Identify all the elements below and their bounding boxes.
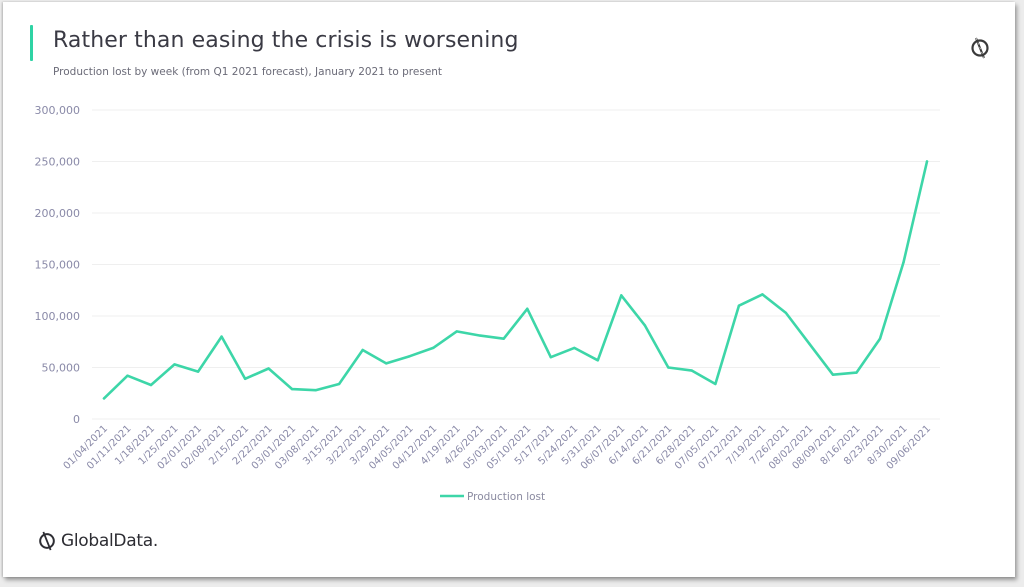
data-point[interactable] xyxy=(714,382,717,386)
data-point[interactable] xyxy=(314,388,317,392)
data-point[interactable] xyxy=(855,371,858,374)
chart-title: Rather than easing the crisis is worseni… xyxy=(53,28,519,53)
y-tick-label: 50,000 xyxy=(42,362,81,375)
brand: GlobalData. xyxy=(37,529,158,553)
data-point[interactable] xyxy=(831,373,835,376)
globaldata-corner-logo-icon xyxy=(971,37,989,59)
y-tick-label: 200,000 xyxy=(35,207,81,220)
data-point[interactable] xyxy=(761,293,764,296)
data-point[interactable] xyxy=(432,346,435,350)
data-point[interactable] xyxy=(573,346,576,350)
gridlines xyxy=(92,109,940,420)
data-point[interactable] xyxy=(526,307,529,310)
y-tick-label: 0 xyxy=(73,413,80,426)
data-point[interactable] xyxy=(267,367,270,370)
data-point[interactable] xyxy=(173,363,176,366)
y-tick-label: 250,000 xyxy=(35,156,81,169)
chart-card: Rather than easing the crisis is worseni… xyxy=(3,2,1015,577)
data-point[interactable] xyxy=(361,348,364,352)
data-point[interactable] xyxy=(643,324,647,327)
data-point[interactable] xyxy=(337,382,341,386)
series-line xyxy=(102,160,929,400)
series-production-lost xyxy=(102,160,929,400)
data-point[interactable] xyxy=(126,374,129,377)
data-point[interactable] xyxy=(784,311,788,315)
data-point[interactable] xyxy=(220,335,223,338)
data-point[interactable] xyxy=(667,366,670,369)
data-point[interactable] xyxy=(243,377,247,381)
data-point[interactable] xyxy=(149,383,153,387)
data-point[interactable] xyxy=(102,397,106,400)
data-point[interactable] xyxy=(925,160,929,163)
legend-label[interactable]: Production lost xyxy=(467,491,545,503)
x-axis-ticks: 01/04/202101/11/20211/18/20211/25/202102… xyxy=(62,423,934,472)
data-point[interactable] xyxy=(902,261,905,264)
brand-name: GlobalData. xyxy=(61,531,158,551)
legend: Production lost xyxy=(440,491,545,503)
y-axis-ticks: 0 50,000 100,000 150,000 200,000 250,000 300,0… xyxy=(35,104,81,426)
globaldata-logo-icon xyxy=(39,531,55,551)
data-point[interactable] xyxy=(878,337,882,340)
data-point[interactable] xyxy=(808,342,811,346)
y-tick-label: 100,000 xyxy=(35,310,81,323)
y-tick-label: 150,000 xyxy=(35,259,81,272)
data-point[interactable] xyxy=(690,369,694,372)
data-point[interactable] xyxy=(549,356,552,359)
data-point[interactable] xyxy=(290,387,294,391)
title-accent-bar xyxy=(30,25,33,61)
data-point[interactable] xyxy=(596,359,599,362)
data-point[interactable] xyxy=(502,337,505,340)
data-point[interactable] xyxy=(479,334,482,337)
chart-subtitle: Production lost by week (from Q1 2021 fo… xyxy=(53,66,443,78)
y-tick-label: 300,000 xyxy=(35,104,81,117)
data-point[interactable] xyxy=(384,362,388,365)
data-point[interactable] xyxy=(408,354,411,358)
data-point[interactable] xyxy=(196,370,200,373)
data-point[interactable] xyxy=(620,294,623,297)
data-point[interactable] xyxy=(455,330,458,333)
data-point[interactable] xyxy=(737,304,741,307)
